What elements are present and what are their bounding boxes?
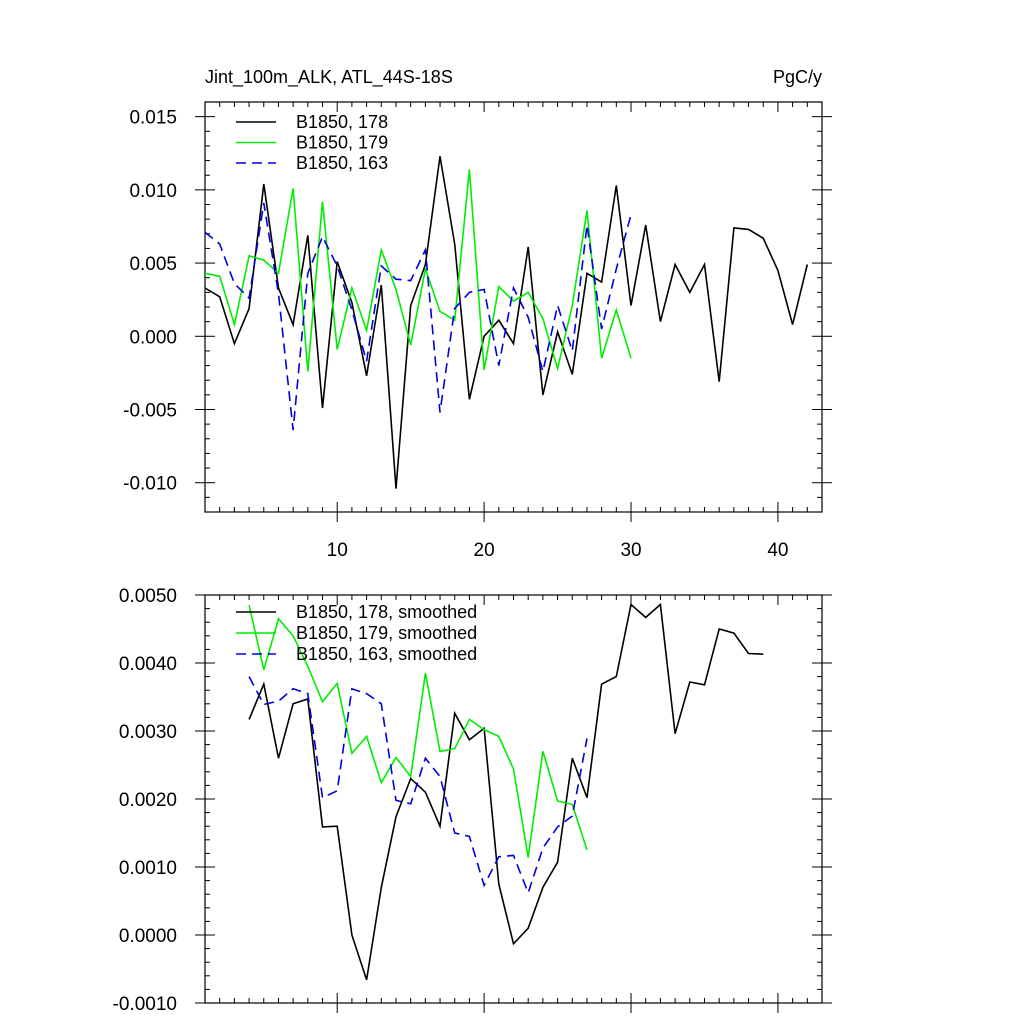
chart-title-left: Jint_100m_ALK, ATL_44S-18S <box>205 67 453 88</box>
legend-label: B1850, 179, smoothed <box>296 623 477 643</box>
chart-title-right: PgC/y <box>773 67 822 87</box>
x-tick-label: 20 <box>474 540 495 561</box>
y-tick-label: 0.0010 <box>119 858 177 879</box>
y-tick-label: -0.005 <box>123 401 177 422</box>
series-line <box>248 605 588 858</box>
y-tick-label: 0.0020 <box>119 790 177 811</box>
y-tick-label: -0.0010 <box>113 994 177 1015</box>
legend-label: B1850, 179 <box>296 133 388 153</box>
y-tick-label: 0.000 <box>129 327 177 348</box>
y-tick-label: -0.010 <box>123 474 177 495</box>
x-tick-label: 10 <box>327 540 348 561</box>
legend-label: B1850, 178 <box>296 112 388 132</box>
series-line <box>248 602 764 981</box>
y-tick-label: 0.0040 <box>119 654 177 675</box>
top-panel: 10 20 30 40 -0.010 -0.005 0.000 0.005 0.010 0.015… <box>123 101 832 561</box>
series-line <box>204 169 632 372</box>
series-line <box>204 202 632 431</box>
legend-label: B1850, 163 <box>296 153 388 173</box>
bottom-panel: -0.0010 0.0000 0.0010 0.0020 0.0030 0.0040 0.0… <box>113 586 832 1015</box>
legend-label: B1850, 163, smoothed <box>296 644 477 664</box>
series-line <box>204 156 809 489</box>
y-tick-label: 0.0000 <box>119 926 177 947</box>
y-tick-label: 0.0030 <box>119 722 177 743</box>
y-tick-label: 0.005 <box>129 254 177 275</box>
y-tick-label: 0.015 <box>129 108 177 129</box>
y-tick-label: 0.0050 <box>119 586 177 607</box>
x-tick-label: 30 <box>620 540 641 561</box>
legend-label: B1850, 178, smoothed <box>296 602 477 622</box>
y-tick-label: 0.010 <box>129 181 177 202</box>
series-line <box>248 676 588 896</box>
x-tick-label: 40 <box>767 540 788 561</box>
